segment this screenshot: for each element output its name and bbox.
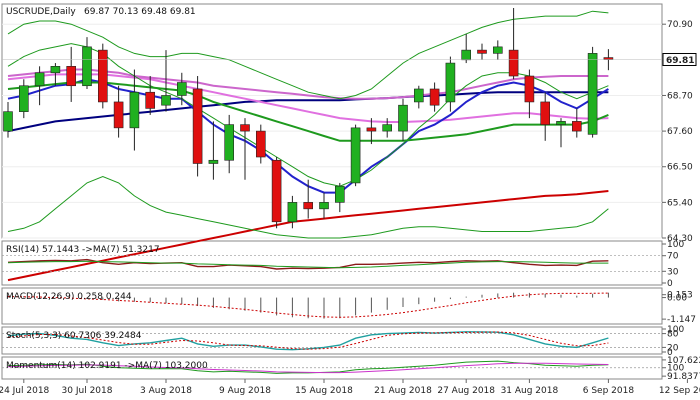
candle-body — [82, 46, 92, 87]
stoch-panel — [1, 326, 663, 355]
momentum-label: Momentum(14) 102.9191 ->MA(7) 103.2000 — [6, 361, 208, 371]
candle-body — [445, 62, 456, 103]
overlay-line — [7, 91, 609, 133]
ohlc-readout: 69.87 70.13 69.48 69.81 — [84, 7, 196, 17]
date-label: 9 Aug 2018 — [219, 386, 271, 396]
macd-signal-line — [7, 292, 609, 318]
price-tick-label: 66.50 — [667, 163, 693, 173]
candle-body — [303, 202, 314, 210]
rsi-tick-label: 30 — [667, 267, 679, 277]
rsi-ma-line — [7, 260, 609, 269]
rsi-tick-label: 70 — [667, 252, 679, 262]
candle-body — [556, 121, 566, 125]
price-tick-label: 64.30 — [667, 234, 693, 244]
macd-panel — [1, 287, 663, 325]
date-label: 15 Aug 2018 — [295, 386, 353, 396]
macd-label: MACD(12,26,9) 0.258 0.244 — [6, 292, 132, 302]
candle-body — [350, 127, 361, 184]
candle-body — [34, 72, 45, 87]
momentum-tick-label: 100 — [667, 364, 684, 374]
candle-body — [413, 88, 424, 103]
candle-body — [461, 49, 472, 61]
date-label: 6 Sep 2018 — [583, 386, 635, 396]
last-price-label: 69.81 — [666, 56, 694, 66]
stoch-tick-label: 80 — [667, 330, 679, 340]
candle-body — [508, 49, 519, 77]
stoch-tick-label: 0 — [667, 348, 673, 358]
overlay-line — [7, 175, 609, 239]
candle-body — [398, 104, 408, 132]
date-label: 27 Aug 2018 — [437, 386, 495, 396]
chart-title: USCRUDE,Daily — [6, 7, 76, 17]
candle-body — [192, 88, 203, 164]
candle-body — [477, 49, 487, 54]
candle-body — [161, 95, 171, 106]
candle-body — [540, 101, 551, 125]
overlay-line — [7, 68, 609, 100]
candle-body — [255, 130, 266, 158]
candle-body — [66, 66, 76, 87]
date-label: 3 Aug 2018 — [140, 386, 192, 396]
stoch-tick-label: 100 — [667, 325, 684, 335]
candle-body — [240, 124, 250, 132]
candle-body — [98, 49, 108, 103]
price-tick-label: 67.60 — [667, 127, 693, 137]
candle-body — [571, 121, 582, 132]
candle-body — [271, 159, 282, 223]
stoch-d-line — [7, 331, 609, 350]
macd-tick-label: 0.00 — [667, 294, 687, 304]
candle-body — [145, 91, 155, 109]
candle-body — [429, 88, 440, 106]
candle-body — [3, 111, 13, 132]
stoch-label: Stoch(5,3,3) 60.7306 39.2484 — [6, 331, 142, 341]
candle-body — [366, 127, 377, 132]
overlay-line — [7, 73, 609, 123]
macd-tick-label: -1.147 — [667, 315, 696, 325]
momentum-tick-label: 107.6220 — [667, 356, 700, 366]
rsi-tick-label: 0 — [667, 279, 673, 289]
momentum-tick-label: 91.8377 — [667, 372, 700, 382]
candle-body — [50, 66, 61, 74]
overlay-line — [7, 190, 609, 282]
date-label: 24 Jul 2018 — [0, 386, 50, 396]
candle-body — [208, 159, 219, 164]
rsi-tick-label: 100 — [667, 240, 684, 250]
momentum-ma-line — [7, 362, 609, 374]
candle-body — [287, 202, 298, 223]
candle-body — [113, 101, 124, 129]
price-tick-label: 70.90 — [667, 20, 693, 30]
candle-body — [492, 46, 503, 54]
macd-tick-label: 0.153 — [667, 291, 693, 301]
candle-body — [319, 202, 329, 210]
candle-body — [177, 82, 187, 96]
price-panel — [1, 3, 663, 239]
stoch-tick-label: 20 — [667, 343, 679, 353]
last-price-box — [662, 53, 697, 67]
date-label: 31 Aug 2018 — [501, 386, 559, 396]
overlay-line — [7, 43, 609, 187]
candle-body — [587, 53, 598, 135]
rsi-label: RSI(14) 57.1443 ->MA(7) 51.3217 — [6, 245, 160, 255]
candle-body — [334, 185, 345, 203]
candle-body — [224, 124, 234, 161]
candle-body — [18, 85, 29, 112]
candle-body — [524, 75, 535, 103]
overlay-line — [7, 10, 609, 100]
date-label: 30 Jul 2018 — [62, 386, 113, 396]
date-label: 21 Aug 2018 — [374, 386, 432, 396]
price-tick-label: 65.40 — [667, 198, 693, 208]
overlay-line — [7, 81, 609, 142]
candle-body — [129, 91, 140, 129]
date-label: 12 Sep 2018 — [659, 386, 700, 396]
price-tick-label: 68.70 — [667, 91, 693, 101]
candle-body — [382, 124, 393, 132]
